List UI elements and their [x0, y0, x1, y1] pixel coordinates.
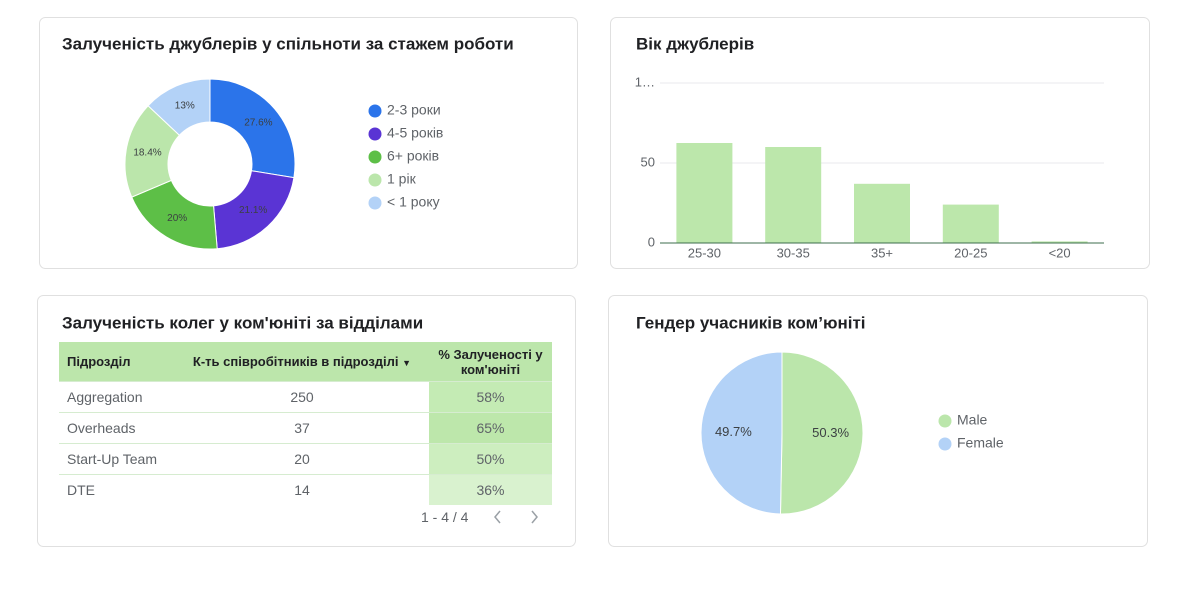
table-cell: 20 — [175, 443, 429, 475]
next-page[interactable] — [531, 510, 538, 524]
x-tick-label: 30-35 — [777, 245, 810, 260]
table-cell: Start-Up Team — [59, 443, 175, 475]
data-label: 21.1% — [239, 205, 267, 216]
table-title: Залученість колег у ком'юніті за відділа… — [62, 313, 423, 332]
slice — [779, 351, 864, 515]
column-header[interactable]: % Залученості у ком'юніті — [429, 342, 552, 382]
table-cell: Overheads — [59, 412, 175, 444]
table-cell: 14 — [175, 474, 429, 505]
legend-label: < 1 року — [387, 194, 440, 210]
chart-title: Залученість джублерів у спільноти за ста… — [62, 34, 514, 53]
data-label: 18.4% — [133, 147, 161, 158]
column-header-text: К-ть співробітників в підрозділі — [192, 354, 399, 369]
table-row: Aggregation 250 58% — [59, 381, 552, 413]
y-tick-label: 1… — [635, 74, 655, 89]
bar — [676, 143, 733, 243]
y-tick-label: 0 — [648, 234, 655, 249]
legend-swatch — [368, 150, 382, 164]
bar — [1031, 241, 1088, 243]
slice — [700, 351, 783, 515]
column-header[interactable]: К-ть співробітників в підрозділі ▼ — [175, 342, 429, 382]
table: Підрозділ К-ть співробітників в підрозді… — [59, 342, 552, 505]
table-cell: 37 — [175, 412, 429, 444]
table-cell: DTE — [59, 474, 175, 505]
table-row: Start-Up Team 20 50% — [59, 443, 552, 475]
table-row: DTE 14 36% — [59, 474, 552, 505]
table-row: Overheads 37 65% — [59, 412, 552, 444]
table-cell: 50% — [429, 443, 552, 475]
table-cell: 250 — [175, 381, 429, 413]
chart-title: Гендер учасників ком’юніті — [636, 313, 866, 332]
pagination: 1 - 4 / 4 — [421, 509, 469, 525]
table-cell: Aggregation — [59, 381, 175, 413]
table-cell: 58% — [429, 381, 552, 413]
legend-swatch — [368, 104, 382, 118]
x-tick-label: 25-30 — [688, 245, 721, 260]
slice — [147, 78, 211, 136]
data-label: 27.6% — [244, 118, 272, 129]
data-label: 13% — [175, 100, 195, 111]
legend-swatch — [368, 196, 382, 210]
legend-label: 4-5 років — [387, 125, 443, 141]
data-label: 50.3% — [812, 425, 849, 440]
card — [610, 17, 1150, 269]
bar — [942, 204, 999, 243]
x-tick-label: <20 — [1049, 245, 1071, 260]
legend-label: Female — [957, 435, 1004, 451]
x-tick-label: 35+ — [871, 245, 893, 260]
card — [608, 295, 1148, 547]
table-cell: 36% — [429, 474, 552, 505]
legend-swatch — [368, 127, 382, 141]
prev-page[interactable] — [494, 510, 501, 524]
legend-swatch — [938, 414, 952, 428]
chart-title: Вік джублерів — [636, 34, 754, 53]
legend-label: 2-3 роки — [387, 102, 441, 118]
legend-swatch — [368, 173, 382, 187]
x-tick-label: 20-25 — [954, 245, 987, 260]
card — [39, 17, 578, 269]
column-header[interactable]: Підрозділ — [59, 342, 175, 382]
legend-label: Male — [957, 412, 988, 428]
sort-icon: ▼ — [402, 358, 412, 368]
bar — [765, 147, 822, 243]
data-label: 49.7% — [715, 424, 752, 439]
table-cell: 65% — [429, 412, 552, 444]
data-label: 20% — [167, 213, 187, 224]
y-tick-label: 50 — [641, 154, 655, 169]
legend-label: 6+ років — [387, 148, 439, 164]
slice — [209, 78, 296, 179]
bar — [854, 183, 910, 243]
legend-swatch — [938, 437, 952, 451]
legend-label: 1 рік — [387, 171, 417, 187]
